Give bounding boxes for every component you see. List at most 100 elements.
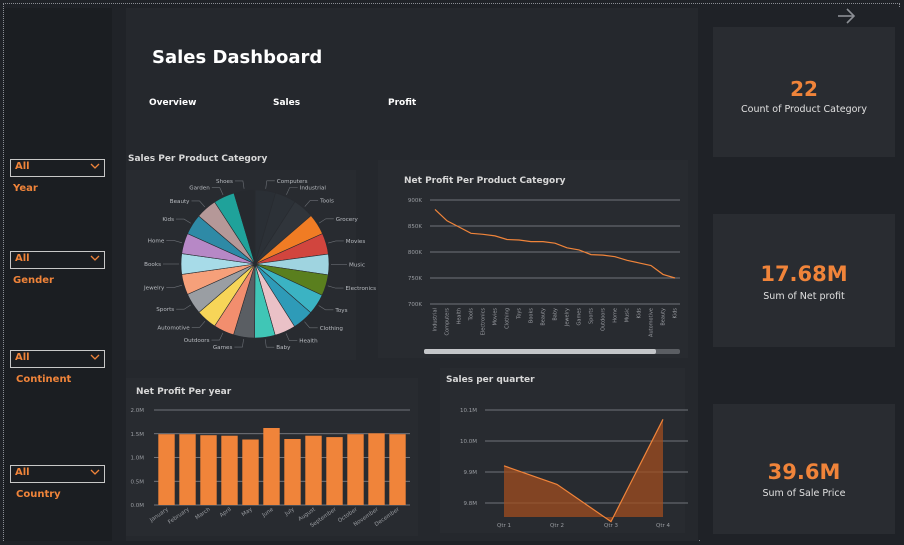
pie-label: Jewelry xyxy=(143,285,165,291)
bar xyxy=(158,434,175,505)
pie-label: Home xyxy=(148,239,165,245)
x-tick-label: Home xyxy=(613,308,619,323)
y-tick-label: 0.5M xyxy=(131,479,145,485)
y-tick-label: 850K xyxy=(408,224,422,230)
gender-filter-label: Gender xyxy=(13,275,54,286)
x-tick-label: Industrial xyxy=(433,308,439,331)
pie-label: Games xyxy=(213,345,233,351)
pie-label: Beauty xyxy=(170,199,190,205)
pie-chart-title: Sales Per Product Category xyxy=(128,154,268,164)
bar xyxy=(179,434,196,505)
bar xyxy=(326,437,343,505)
x-tick-label: Tools xyxy=(469,308,475,322)
pie-leader-line xyxy=(304,200,319,207)
x-tick-label: Kids xyxy=(637,308,643,319)
kpi-value: 39.6M xyxy=(767,460,841,484)
pie-label: Music xyxy=(349,263,365,269)
kpi-label: Sum of Sale Price xyxy=(762,488,846,499)
pie-leader-line xyxy=(166,284,183,288)
bar xyxy=(221,435,238,505)
area-chart-title: Sales per quarter xyxy=(446,375,535,385)
gender-filter: All Gender xyxy=(10,251,105,286)
pie-label: Movies xyxy=(346,239,366,245)
bar xyxy=(347,434,364,505)
pie-label: Shoes xyxy=(216,179,233,185)
pie-label: Electronics xyxy=(346,286,377,292)
bar xyxy=(284,439,301,505)
tab-sales[interactable]: Sales xyxy=(273,98,301,108)
filter-sidebar xyxy=(4,8,112,541)
continent-filter-label: Continent xyxy=(16,374,72,385)
pie-leader-line xyxy=(166,240,183,244)
pie-label: Sports xyxy=(156,307,174,313)
x-tick-label: Qtr 3 xyxy=(604,523,618,529)
x-tick-label: Music xyxy=(625,308,631,322)
pie-label: Grocery xyxy=(336,217,359,223)
y-tick-label: 0.0M xyxy=(131,503,145,509)
year-dropdown[interactable]: All xyxy=(10,159,105,177)
pie-leader-line xyxy=(191,200,206,208)
arrow-right-icon[interactable] xyxy=(836,6,858,26)
x-tick-label: Beauty xyxy=(541,308,547,326)
kpi-label: Sum of Net profit xyxy=(763,291,845,302)
kpi-card-net-profit: 17.68M Sum of Net profit xyxy=(713,214,895,347)
pie-label: Baby xyxy=(276,345,291,351)
pie-label: Outdoors xyxy=(184,338,210,344)
page-title: Sales Dashboard xyxy=(152,47,323,68)
bar xyxy=(263,428,280,505)
x-tick-label: Outdoors xyxy=(601,308,607,331)
tab-overview[interactable]: Overview xyxy=(149,98,197,108)
area-line xyxy=(503,419,664,523)
x-tick-label: Health xyxy=(457,308,463,324)
y-tick-label: 10.0M xyxy=(460,439,477,445)
continent-dropdown[interactable]: All xyxy=(10,350,105,368)
y-tick-label: 900K xyxy=(408,198,422,204)
x-tick-label: Movies xyxy=(493,308,499,326)
sidebar-divider xyxy=(112,8,126,541)
x-tick-label: March xyxy=(194,506,212,521)
line-chart: 900K 850K 800K 750K 700K Industrial Computers H… xyxy=(408,198,680,354)
line-chart-title: Net Profit Per Product Category xyxy=(404,176,566,186)
chevron-down-icon xyxy=(90,163,100,169)
line-series xyxy=(434,208,676,279)
pie-leader-line xyxy=(191,321,206,328)
x-tick-label: Qtr 4 xyxy=(656,523,670,529)
x-tick-label: Computers xyxy=(445,308,451,336)
pie-leader-line xyxy=(176,304,192,310)
x-tick-label: April xyxy=(219,506,233,518)
x-tick-label: June xyxy=(261,506,276,519)
pie-label: Computers xyxy=(277,179,308,185)
x-tick-label: Automotive xyxy=(649,308,655,337)
pie-slice xyxy=(233,189,256,265)
y-tick-label: 800K xyxy=(408,250,422,256)
area-fill xyxy=(504,419,663,522)
chevron-down-icon xyxy=(90,255,100,261)
year-filter-label: Year xyxy=(13,183,38,194)
country-dropdown[interactable]: All xyxy=(10,465,105,483)
line-panel xyxy=(378,160,688,358)
pie-leader-line xyxy=(234,180,245,189)
pie-leader-line xyxy=(211,332,224,341)
chevron-down-icon xyxy=(90,469,100,475)
y-tick-label: 2.0M xyxy=(131,408,145,414)
year-dropdown-value: All xyxy=(15,161,30,172)
continent-filter: All Continent xyxy=(10,350,105,385)
x-tick-label: Qtr 1 xyxy=(497,523,511,529)
pie-label: Books xyxy=(144,262,161,268)
kpi-value: 22 xyxy=(790,77,818,101)
kpi-card-category-count: 22 Count of Product Category xyxy=(713,27,895,157)
pie-label: Health xyxy=(299,339,318,345)
y-tick-label: 700K xyxy=(408,302,422,308)
gender-dropdown[interactable]: All xyxy=(10,251,105,269)
y-tick-label: 9.9M xyxy=(464,470,478,476)
y-tick-label: 1.5M xyxy=(131,432,145,438)
kpi-value: 17.68M xyxy=(760,262,848,286)
x-tick-label: Qtr 2 xyxy=(550,523,564,529)
pie-leader-line xyxy=(285,333,298,341)
tab-profit[interactable]: Profit xyxy=(388,98,417,108)
y-tick-label: 750K xyxy=(408,276,422,282)
country-filter-label: Country xyxy=(16,489,61,500)
year-filter: All Year xyxy=(10,159,105,194)
